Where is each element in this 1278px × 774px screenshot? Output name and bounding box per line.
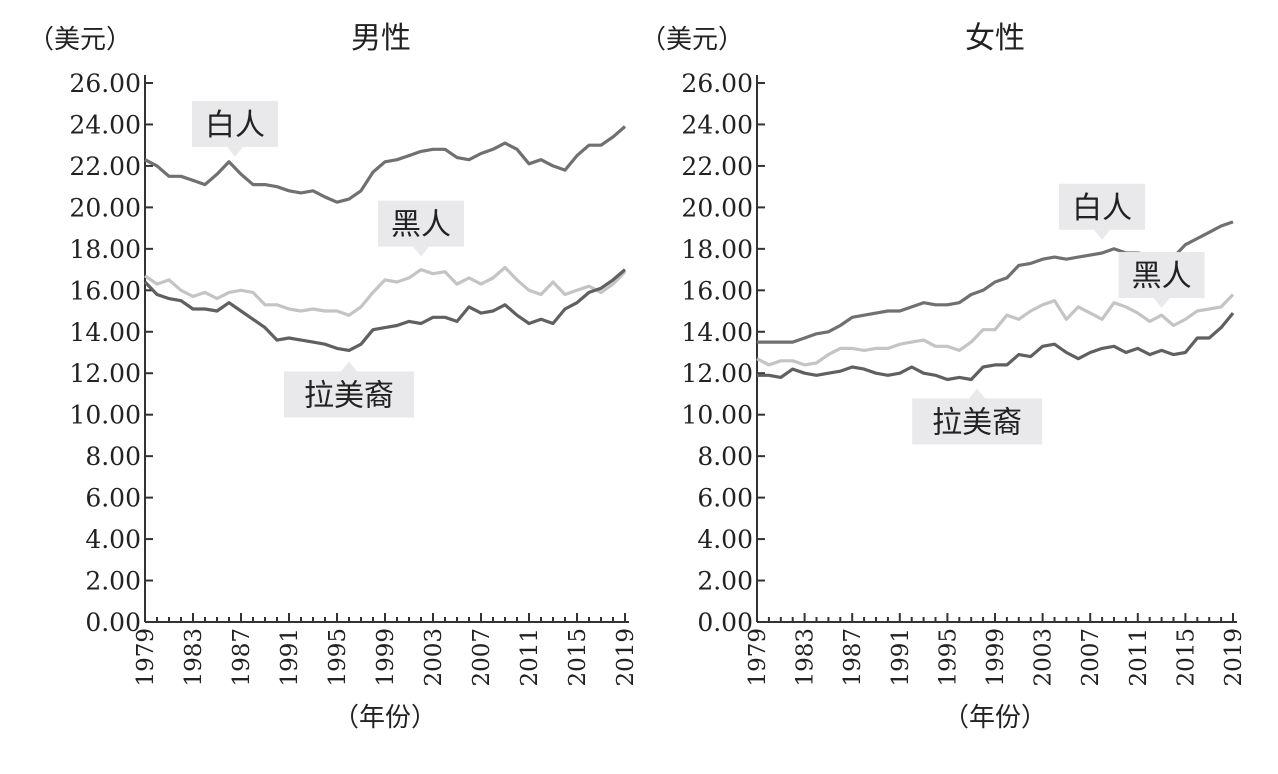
series-label-pointer — [413, 246, 429, 257]
y-tick-label: 22.00 — [681, 152, 753, 181]
series-label-白人: 白人 — [1059, 183, 1146, 240]
series-line-黑人 — [756, 293, 1235, 367]
x-tick-label: 2003 — [1031, 628, 1057, 687]
series-label-白人: 白人 — [192, 100, 278, 157]
series-label-黑人: 黑人 — [1118, 252, 1205, 309]
y-tick-label: 10.00 — [69, 401, 141, 430]
y-tick-label: 26.00 — [69, 69, 141, 98]
y-tick-label: 0.00 — [85, 608, 141, 637]
series-label-pointer — [341, 361, 357, 372]
series-label-box — [284, 371, 414, 418]
chart-panel-male: （美元） 男性 0.00 2.00 4.00 6.00 8.00 10.00 12.00 14.0… — [28, 21, 639, 733]
x-tick-label: 1983 — [793, 628, 819, 687]
series-label-pointer — [227, 146, 243, 157]
x-tick-label: 1987 — [229, 628, 255, 687]
series-label-text: 白人 — [205, 108, 265, 143]
y-tick-label: 0.00 — [697, 608, 753, 637]
series-label-pointer — [1153, 298, 1170, 309]
series-label-pointer — [1094, 229, 1111, 240]
y-unit-label: （美元） — [28, 25, 132, 55]
chart-panel-female: （美元） 女性 0.00 2.00 4.00 6.00 8.00 10.00 12.00 14.0… — [640, 21, 1247, 733]
series-label-box — [192, 100, 278, 147]
x-tick-label: 1991 — [888, 628, 914, 687]
y-tick-label: 22.00 — [69, 152, 141, 181]
y-tick-label: 10.00 — [681, 401, 753, 430]
series-label-text: 拉美裔 — [932, 405, 1022, 440]
series-label-box — [1118, 252, 1205, 299]
series-label-text: 白人 — [1072, 191, 1132, 226]
y-tick-label: 16.00 — [69, 276, 141, 305]
x-tick-label: 2011 — [517, 628, 543, 687]
chart-title: 男性 — [351, 21, 411, 56]
series-label-拉美裔: 拉美裔 — [284, 361, 414, 418]
y-tick-label: 8.00 — [85, 442, 141, 471]
series-label-黑人: 黑人 — [378, 200, 464, 257]
x-tick-label: 1979 — [133, 628, 159, 687]
series-label-pointer — [969, 388, 986, 399]
x-tick-label: 1991 — [277, 628, 303, 687]
x-tick-label: 1999 — [373, 628, 399, 687]
y-tick-label: 24.00 — [69, 110, 141, 139]
x-tick-label: 2007 — [1078, 628, 1104, 687]
chart-title: 女性 — [965, 21, 1025, 56]
x-tick-label: 2003 — [421, 628, 447, 687]
series-label-text: 黑人 — [1132, 259, 1192, 294]
x-tick-label: 1987 — [840, 628, 866, 687]
y-tick-label: 26.00 — [681, 69, 753, 98]
y-tick-label: 24.00 — [681, 110, 753, 139]
y-tick-label: 16.00 — [681, 276, 753, 305]
series-line-拉美裔 — [143, 268, 627, 352]
series-line-拉美裔 — [757, 312, 1235, 382]
series-label-拉美裔: 拉美裔 — [912, 388, 1043, 445]
y-tick-label: 2.00 — [697, 567, 753, 596]
y-tick-label: 20.00 — [69, 193, 141, 222]
y-tick-label: 18.00 — [681, 235, 753, 264]
x-tick-label: 1999 — [983, 628, 1009, 687]
y-tick-label: 4.00 — [697, 525, 753, 554]
x-tick-label: 1995 — [935, 628, 961, 687]
x-tick-label: 2007 — [469, 628, 495, 687]
y-unit-label: （美元） — [640, 25, 744, 55]
series-label-box — [1059, 183, 1146, 230]
y-tick-label: 2.00 — [85, 567, 141, 596]
x-axis-title: （年份） — [333, 703, 437, 733]
x-tick-label: 2015 — [1173, 628, 1199, 687]
y-tick-label: 12.00 — [69, 359, 141, 388]
x-tick-label: 1979 — [745, 628, 771, 687]
y-tick-label: 14.00 — [69, 318, 141, 347]
y-tick-label: 20.00 — [681, 193, 753, 222]
y-tick-label: 12.00 — [681, 359, 753, 388]
y-tick-label: 14.00 — [681, 318, 753, 347]
series-label-box — [912, 398, 1043, 445]
x-tick-label: 2019 — [613, 628, 639, 687]
series-line-白人 — [144, 125, 627, 204]
x-tick-label: 2011 — [1126, 628, 1152, 687]
series-label-text: 拉美裔 — [304, 379, 394, 414]
x-tick-label: 1995 — [325, 628, 351, 687]
series-line-黑人 — [144, 265, 627, 317]
y-tick-label: 18.00 — [69, 235, 141, 264]
y-tick-label: 6.00 — [697, 484, 753, 513]
x-tick-label: 1983 — [181, 628, 207, 687]
y-tick-label: 6.00 — [85, 484, 141, 513]
y-tick-label: 4.00 — [85, 525, 141, 554]
series-label-box — [378, 200, 464, 247]
x-tick-label: 2015 — [565, 628, 591, 687]
y-tick-label: 8.00 — [697, 442, 753, 471]
x-tick-label: 2019 — [1221, 628, 1247, 687]
x-axis-title: （年份） — [943, 703, 1047, 733]
series-label-text: 黑人 — [391, 208, 451, 243]
